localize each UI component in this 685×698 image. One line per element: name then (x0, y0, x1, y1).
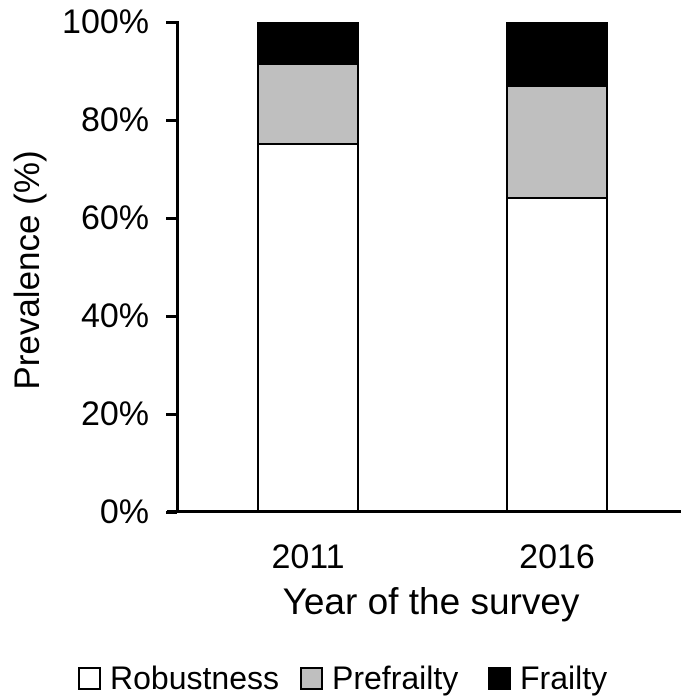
y-axis-tick-label: 20% (80, 395, 149, 433)
y-axis-tick (166, 20, 177, 24)
legend-item-frailty: Frailty (488, 659, 608, 696)
legend-item-robustness: Robustness (78, 659, 279, 696)
y-axis-tick-label: 0% (99, 493, 149, 531)
y-axis-tick-label: 40% (80, 297, 149, 335)
legend-swatch-frailty (488, 666, 511, 690)
bar-segment-robustness-2016 (508, 196, 606, 510)
legend-label-frailty: Frailty (520, 659, 608, 696)
bar-segment-prefrailty-2011 (259, 62, 357, 144)
y-axis-tick (166, 118, 177, 122)
y-axis-line (176, 21, 179, 513)
legend-item-prefrailty: Prefrailty (300, 659, 459, 696)
bar-segment-prefrailty-2016 (508, 84, 606, 197)
bar-2011 (257, 22, 359, 512)
bar-2016 (506, 22, 608, 512)
x-axis-tick-label: 2011 (271, 538, 345, 576)
bar-segment-robustness-2011 (259, 143, 357, 510)
y-axis-tick-label: 80% (80, 101, 149, 139)
y-axis-title: Prevalence (%) (8, 150, 47, 390)
y-axis-tick (166, 412, 177, 416)
x-axis-tick-label: 2016 (519, 538, 595, 576)
x-axis-line (167, 510, 681, 513)
legend-label-prefrailty: Prefrailty (332, 659, 459, 696)
bar-segment-frailty-2016 (508, 24, 606, 85)
y-axis-tick (166, 314, 177, 318)
bar-segment-frailty-2011 (259, 24, 357, 63)
y-axis-tick-label: 60% (80, 199, 149, 237)
x-axis-title: Year of the survey (282, 581, 580, 622)
y-axis-tick (166, 510, 177, 514)
legend-label-robustness: Robustness (110, 659, 279, 696)
y-axis-tick-label: 100% (62, 3, 149, 41)
y-axis-tick (166, 216, 177, 220)
legend-swatch-prefrailty (300, 666, 323, 690)
legend-swatch-robustness (78, 666, 101, 690)
